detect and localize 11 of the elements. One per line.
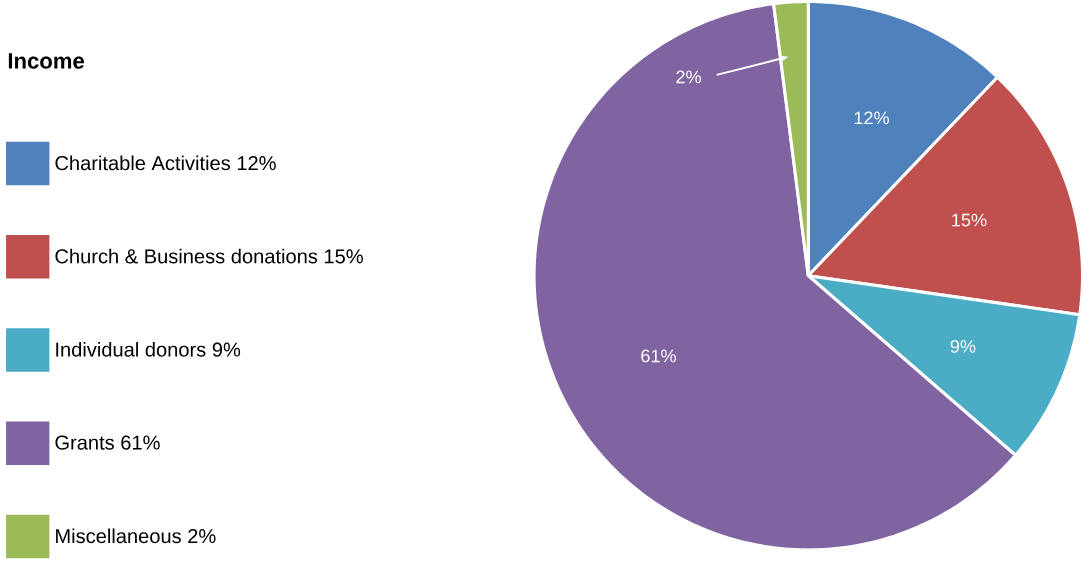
legend-label: Church & Business donations 15% <box>55 248 363 264</box>
data-label: 61% <box>641 349 676 363</box>
text: Income <box>8 53 84 69</box>
data-label: 12% <box>854 111 889 125</box>
data-label: 15% <box>952 213 987 227</box>
legend-label: Grants 61% <box>55 435 160 450</box>
data-label: 9% <box>950 339 976 353</box>
data-label: 2% <box>676 70 701 84</box>
legend-label: Charitable Activities 12% <box>55 155 276 171</box>
legend-label: Individual donors 9% <box>56 341 241 357</box>
legend-label: Miscellaneous 2% <box>56 528 216 544</box>
